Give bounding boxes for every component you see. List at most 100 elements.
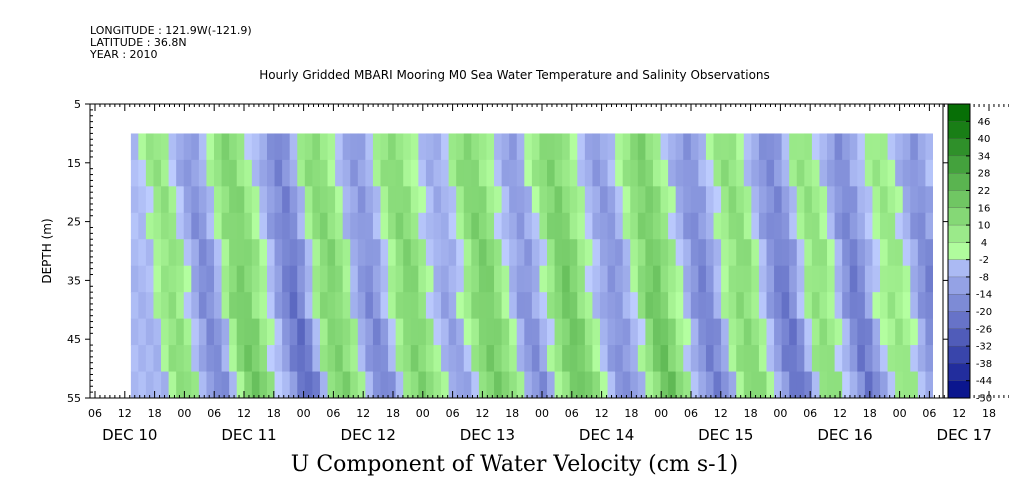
x-tick-label: 06 — [326, 407, 340, 420]
heatmap-cell — [895, 239, 904, 267]
heatmap-cell — [282, 239, 291, 267]
heatmap-cell — [448, 345, 457, 373]
heatmap-cell — [524, 292, 533, 320]
heatmap-cell — [214, 186, 223, 214]
heatmap-cell — [168, 186, 177, 214]
heatmap-cell — [630, 292, 639, 320]
heatmap-cell — [751, 265, 760, 293]
heatmap-cell — [372, 239, 382, 267]
heatmap-cell — [796, 133, 805, 161]
heatmap-cell — [584, 159, 594, 187]
heatmap-cell — [857, 265, 866, 293]
heatmap-cell — [554, 239, 563, 267]
colorbar-frame — [947, 103, 971, 399]
heatmap-cell — [357, 265, 366, 293]
heatmap-cell — [531, 212, 541, 240]
heatmap-cell — [864, 318, 874, 346]
heatmap-cell — [789, 265, 798, 293]
heatmap-cell — [721, 212, 730, 240]
heatmap-cell — [524, 159, 533, 187]
heatmap-cell — [819, 371, 828, 398]
heatmap-cell — [365, 265, 374, 293]
heatmap-cell — [902, 265, 911, 293]
heatmap-cell — [569, 133, 578, 161]
heatmap-cell — [796, 239, 805, 267]
heatmap-cell — [592, 186, 601, 214]
heatmap-cell — [660, 239, 669, 267]
heatmap-cell — [827, 186, 836, 214]
heatmap-cell — [441, 239, 450, 267]
heatmap-cell — [191, 292, 200, 320]
heatmap-cell — [827, 318, 836, 346]
heatmap-cell — [887, 239, 896, 267]
heatmap-cell — [319, 345, 329, 373]
heatmap-cell — [501, 159, 510, 187]
heatmap-cell — [282, 265, 291, 293]
colorbar-swatch — [947, 103, 971, 122]
heatmap-cell — [524, 371, 533, 398]
heatmap-cell — [660, 186, 669, 214]
heatmap-cell — [441, 265, 450, 293]
heatmap-cell — [191, 239, 200, 267]
heatmap-cell — [925, 318, 933, 346]
heatmap-cell — [615, 212, 624, 240]
heatmap-cell — [615, 318, 624, 346]
heatmap-cell — [796, 371, 805, 398]
heatmap-cell — [388, 239, 397, 267]
heatmap-cell — [244, 265, 253, 293]
heatmap-cell — [494, 345, 503, 373]
heatmap-cell — [350, 371, 359, 398]
heatmap-cell — [917, 159, 927, 187]
heatmap-cell — [297, 239, 306, 267]
heatmap-cell — [221, 159, 230, 187]
x-tick-label: 18 — [982, 407, 996, 420]
variable-caption: U Component of Water Velocity (cm s-1) — [290, 452, 739, 477]
heatmap-cell — [675, 371, 684, 398]
heatmap-cell — [365, 292, 374, 320]
heatmap-cell — [887, 159, 896, 187]
x-tick-label: 18 — [863, 407, 877, 420]
heatmap-cell — [509, 265, 518, 293]
heatmap-cell — [811, 292, 821, 320]
heatmap-cell — [456, 212, 465, 240]
heatmap-cell — [418, 159, 427, 187]
heatmap-cell — [161, 318, 170, 346]
heatmap-cell — [652, 292, 662, 320]
latitude-label: LATITUDE : 36.8N — [90, 36, 187, 49]
x-tick-label: 00 — [297, 407, 311, 420]
heatmap-cell — [342, 159, 351, 187]
heatmap-cell — [721, 292, 730, 320]
heatmap-cell — [925, 186, 933, 214]
heatmap-cell — [751, 371, 760, 398]
heatmap-cell — [584, 265, 594, 293]
heatmap-cell — [365, 212, 374, 240]
heatmap-cell — [214, 265, 223, 293]
heatmap-cell — [433, 371, 442, 398]
heatmap-cell — [327, 292, 336, 320]
heatmap-cell — [766, 159, 775, 187]
heatmap-cell — [857, 186, 866, 214]
heatmap-cell — [864, 186, 874, 214]
heatmap-cell — [743, 212, 752, 240]
heatmap-cell — [463, 186, 472, 214]
heatmap-cell — [266, 133, 276, 161]
heatmap-cell — [917, 345, 927, 373]
heatmap-cell — [630, 371, 639, 398]
heatmap-cell — [668, 292, 677, 320]
heatmap-cell — [615, 265, 624, 293]
heatmap-cell — [811, 212, 821, 240]
heatmap-cell — [804, 345, 813, 373]
x-tick-label: 18 — [744, 407, 758, 420]
heatmap-cell — [395, 159, 404, 187]
x-tick-label: 12 — [952, 407, 966, 420]
heatmap-cell — [902, 212, 911, 240]
heatmap-cell — [433, 159, 442, 187]
heatmap-cell — [804, 292, 813, 320]
heatmap-cell — [887, 292, 896, 320]
heatmap-cell — [758, 318, 768, 346]
heatmap-cell — [804, 186, 813, 214]
heatmap-cell — [206, 265, 215, 293]
heatmap-cell — [539, 318, 548, 346]
heatmap-cell — [751, 345, 760, 373]
heatmap-cell — [811, 265, 821, 293]
